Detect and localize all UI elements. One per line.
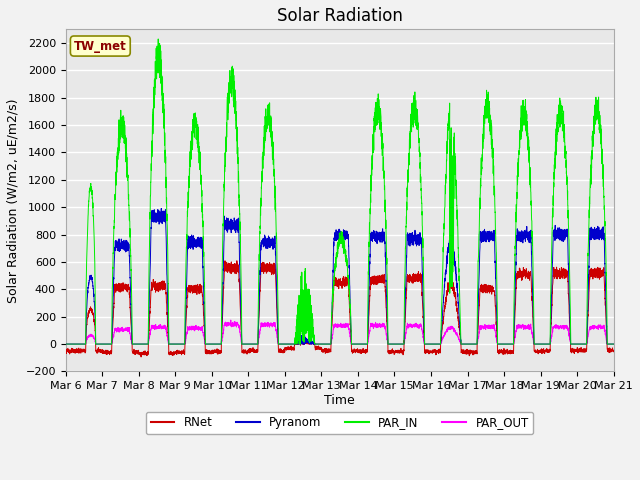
Legend: RNet, Pyranom, PAR_IN, PAR_OUT: RNet, Pyranom, PAR_IN, PAR_OUT — [146, 411, 533, 434]
Y-axis label: Solar Radiation (W/m2, uE/m2/s): Solar Radiation (W/m2, uE/m2/s) — [7, 98, 20, 302]
X-axis label: Time: Time — [324, 394, 355, 407]
Title: Solar Radiation: Solar Radiation — [276, 7, 403, 25]
Text: TW_met: TW_met — [74, 39, 127, 52]
